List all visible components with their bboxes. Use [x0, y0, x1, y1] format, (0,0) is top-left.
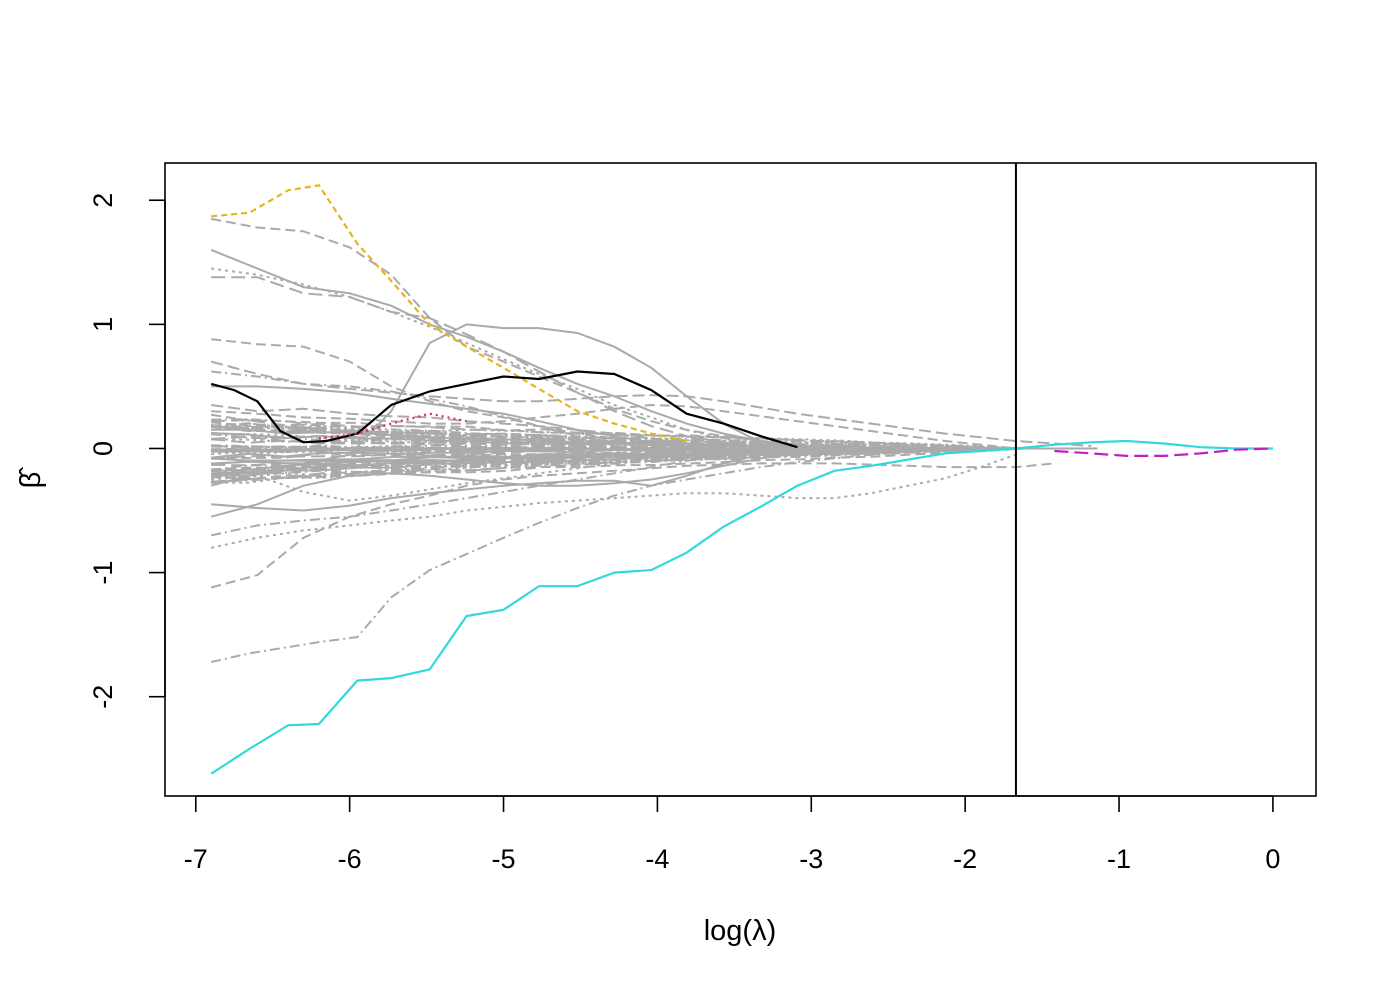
coefficient-path — [211, 385, 687, 450]
red-coefficient-path — [318, 412, 467, 440]
coefficient-path — [211, 447, 798, 502]
x-tick-label: -1 — [1107, 844, 1131, 874]
coefficient-path — [211, 447, 798, 512]
coefficient-path — [210, 462, 1055, 589]
coefficient-path — [211, 447, 1098, 475]
x-tick-label: -4 — [645, 844, 669, 874]
coefficient-path — [211, 217, 1016, 450]
plot-box — [164, 162, 1317, 797]
y-tick-label: -1 — [88, 561, 118, 585]
y-tick-label: 2 — [88, 193, 118, 208]
x-tick-label: -3 — [799, 844, 823, 874]
coefficient-path — [210, 360, 1092, 447]
coefficient-path — [210, 447, 761, 537]
coefficient-path — [211, 447, 1098, 460]
coefficient-path — [210, 323, 761, 487]
coefficient-path — [211, 276, 761, 450]
x-tick-label: -6 — [338, 844, 362, 874]
gold-coefficient-path — [211, 184, 687, 443]
coefficient-path — [211, 403, 1017, 450]
coefficient-path — [211, 447, 1098, 471]
coefficient-path — [210, 447, 1016, 663]
y-tick-label: 0 — [88, 441, 118, 456]
y-tick-label: -2 — [88, 685, 118, 709]
y-axis-label: β̂ — [15, 467, 47, 489]
x-axis: -7 -6 -5 -4 -3 -2 -1 0 — [184, 795, 1280, 874]
y-tick-label: 1 — [88, 317, 118, 332]
x-axis-label: log(λ) — [704, 915, 777, 947]
highlighted-coefficient-paths — [210, 184, 1273, 775]
x-tick-label: 0 — [1265, 844, 1280, 874]
coefficient-path — [210, 447, 835, 518]
coefficient-path — [210, 453, 1017, 549]
black-coefficient-path — [210, 370, 798, 449]
x-tick-label: -5 — [492, 844, 516, 874]
cyan-coefficient-path — [210, 439, 1273, 775]
x-tick-label: -2 — [953, 844, 977, 874]
magenta-coefficient-path — [1054, 447, 1273, 457]
gray-coefficient-paths — [210, 217, 1092, 663]
y-axis: -2 -1 0 1 2 — [88, 193, 166, 709]
x-tick-label: -7 — [184, 844, 208, 874]
coefficient-path — [211, 444, 1098, 450]
coefficient-path — [211, 370, 652, 450]
coefficient-path — [210, 248, 835, 450]
coefficient-path — [211, 447, 1098, 476]
coefficient-path — [211, 419, 1098, 450]
coefficient-path — [211, 447, 1098, 479]
